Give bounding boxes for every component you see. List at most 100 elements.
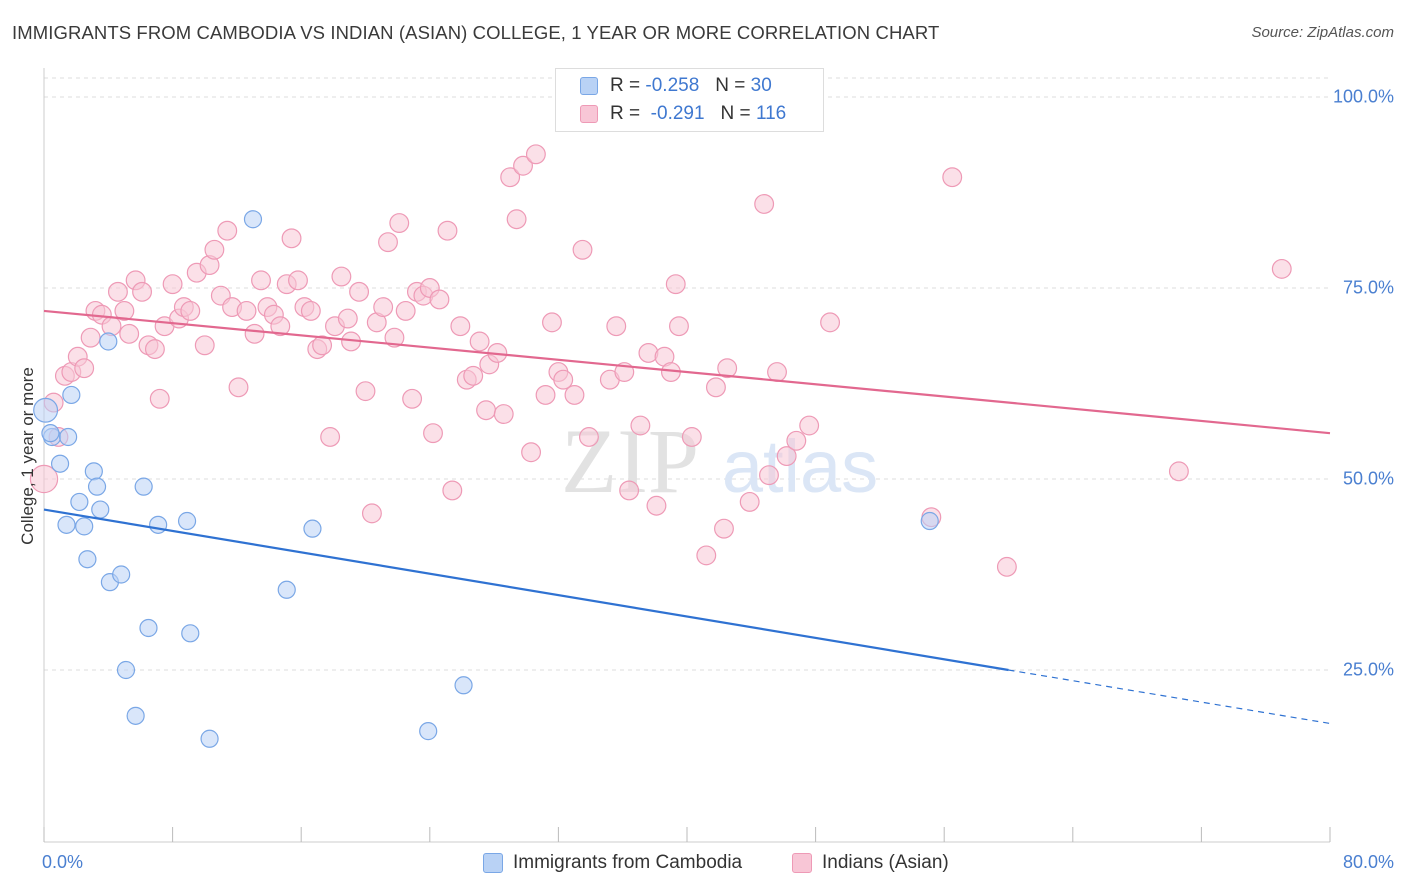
cambodia-trend-line	[43, 508, 1009, 672]
indian-point	[506, 209, 527, 230]
indian-point	[236, 300, 257, 321]
indian-point	[270, 316, 291, 337]
indian-point	[442, 480, 463, 501]
cambodia-point	[75, 517, 94, 536]
r-label: R =	[610, 75, 641, 96]
n-label: N =	[715, 75, 746, 96]
indian-point	[606, 316, 627, 337]
indian-point	[437, 220, 458, 241]
indian-point	[646, 495, 667, 516]
cambodia-point	[181, 624, 200, 643]
indian-point	[619, 480, 640, 501]
indian-point	[384, 327, 405, 348]
indian-point	[162, 274, 183, 295]
indian-point	[373, 297, 394, 318]
indian-point	[942, 167, 963, 188]
chart-title: IMMIGRANTS FROM CAMBODIA VS INDIAN (ASIA…	[12, 22, 940, 43]
indian-point	[149, 388, 170, 409]
source-note: Source: ZipAtlas.com	[1251, 24, 1394, 41]
indian-point	[320, 427, 341, 447]
indian-point	[312, 335, 333, 356]
cambodia-point	[78, 550, 97, 569]
indian-point	[525, 144, 546, 165]
cambodia-point	[70, 492, 89, 512]
indian-point	[349, 281, 370, 302]
legend-item-cambodia[interactable]: Immigrants from Cambodia	[483, 852, 742, 874]
indian-point	[361, 503, 382, 524]
indian-point	[180, 300, 201, 321]
cambodia-point	[57, 515, 76, 534]
indian-point	[767, 362, 787, 382]
cambodia-r-value: -0.258	[645, 75, 700, 96]
indian-point	[194, 335, 215, 356]
legend-row-indian: R = -0.291 N = 116	[580, 101, 786, 127]
indian-point	[786, 430, 807, 451]
indian-point	[799, 415, 820, 436]
x-tick-label-max: 80.0%	[1342, 852, 1394, 872]
y-tick-label: 50.0%	[1342, 468, 1394, 489]
cambodia-swatch	[580, 77, 598, 95]
indian-point	[389, 213, 410, 234]
cambodia-point	[84, 462, 103, 481]
indian-point	[696, 545, 717, 566]
indian-point	[244, 323, 265, 344]
n-label: N =	[720, 103, 751, 124]
indian-point	[820, 312, 841, 333]
cambodia-point	[62, 385, 81, 405]
cambodia-point	[177, 511, 197, 531]
indian-point	[669, 316, 689, 337]
cambodia-point	[87, 477, 107, 496]
indian-point	[630, 415, 651, 436]
indian-point	[463, 365, 484, 386]
cambodia-point	[303, 519, 322, 538]
indian-n-value: 116	[755, 103, 787, 124]
indian-point	[300, 300, 321, 321]
cambodia-point	[112, 565, 131, 584]
indian-point	[469, 331, 490, 352]
indian-point	[542, 312, 562, 333]
stats-legend: R = -0.258 N = 30 R = -0.291 N = 116	[555, 68, 824, 132]
legend-item-indian[interactable]: Indians (Asian)	[792, 852, 949, 874]
indian-point	[132, 281, 153, 302]
indian-point	[754, 194, 775, 214]
indian-point	[739, 491, 760, 512]
indian-point	[578, 427, 599, 447]
cambodia-point	[126, 706, 145, 725]
indian-point	[1271, 258, 1292, 279]
cambodia-point	[59, 427, 78, 447]
indian-point	[996, 556, 1017, 577]
indian-point	[217, 220, 238, 241]
cambodia-point	[419, 722, 438, 741]
cambodia-n-value: 30	[750, 75, 772, 96]
trend-lines	[43, 309, 1331, 725]
indian-point	[1168, 461, 1189, 482]
indian-point	[714, 518, 734, 539]
indian-point	[500, 167, 521, 188]
y-tick-label: 75.0%	[1342, 277, 1394, 298]
indian-point	[553, 369, 574, 390]
x-tick-label-min: 0.0%	[42, 852, 84, 872]
cambodia-point	[200, 729, 219, 748]
indian-point	[681, 427, 702, 447]
indian-point	[288, 270, 308, 291]
cambodia-trend-extension	[1008, 669, 1331, 725]
cambodia-point	[277, 580, 296, 599]
indian-point	[572, 239, 593, 260]
indian-point	[564, 385, 585, 405]
indian-point	[378, 232, 398, 253]
indian-point	[204, 239, 225, 260]
y-axis-label: College, 1 year or more	[18, 367, 37, 545]
indian-point	[429, 289, 450, 310]
indian-trend-line	[43, 309, 1331, 435]
indian-point	[251, 270, 271, 291]
cambodia-point	[91, 500, 110, 519]
indian-point	[493, 404, 514, 425]
y-tick-label: 25.0%	[1342, 659, 1394, 680]
series-cambodia-points	[33, 210, 939, 748]
indian-point	[107, 281, 128, 302]
indian-point	[355, 381, 376, 402]
indian-point	[402, 388, 423, 409]
indian-point	[29, 464, 59, 494]
indian-point	[228, 377, 249, 398]
